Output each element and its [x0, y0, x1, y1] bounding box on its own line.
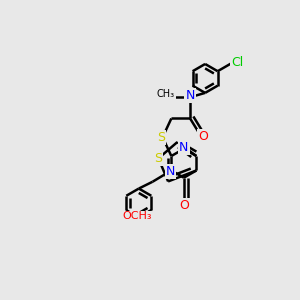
Text: S: S	[154, 152, 162, 165]
Text: Cl: Cl	[231, 56, 243, 69]
Text: N: N	[185, 89, 195, 102]
Text: O: O	[179, 199, 189, 212]
Text: S: S	[157, 131, 165, 144]
Text: OCH₃: OCH₃	[122, 211, 152, 221]
Text: N: N	[166, 165, 175, 178]
Text: N: N	[179, 141, 188, 154]
Text: CH₃: CH₃	[157, 89, 175, 99]
Text: O: O	[198, 130, 208, 143]
